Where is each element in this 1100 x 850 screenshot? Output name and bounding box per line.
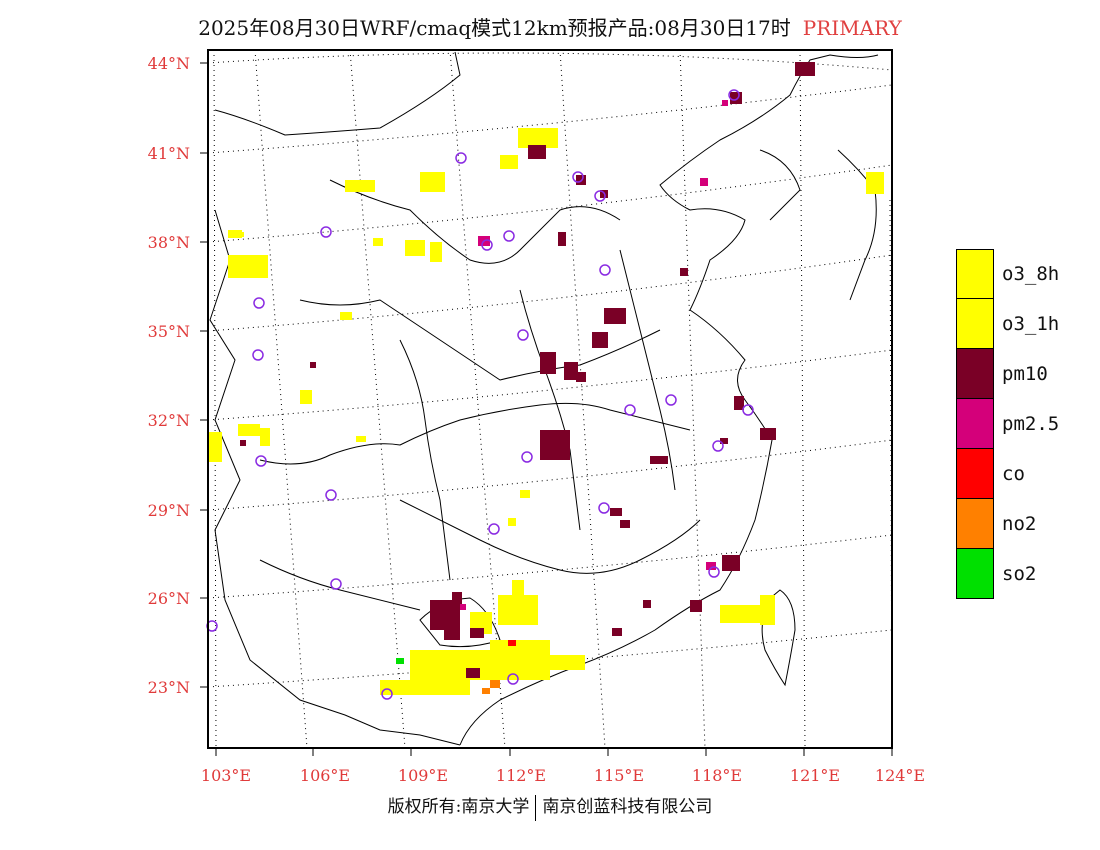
lon-label: 115°E — [594, 766, 644, 785]
footer-left: 版权所有:南京大学 — [387, 797, 530, 817]
lat-label: 32°N — [148, 411, 190, 430]
map-title: 2025年08月30日WRF/cmaq模式12km预报产品:08月30日17时 P… — [0, 12, 1100, 41]
legend-swatch — [956, 299, 994, 349]
co-cells — [508, 640, 516, 646]
legend-item: so2 — [956, 549, 1086, 599]
lat-label: 23°N — [148, 678, 190, 697]
legend-label: pm10 — [1002, 363, 1048, 385]
lon-label: 121°E — [790, 766, 840, 785]
tick-marks — [200, 62, 893, 756]
legend-item: pm2.5 — [956, 399, 1086, 449]
lat-label: 35°N — [148, 322, 190, 341]
latitude-labels: 44°N 41°N 38°N 35°N 32°N 29°N 26°N 23°N — [148, 54, 190, 697]
lon-label: 112°E — [496, 766, 546, 785]
legend-item: o3_1h — [956, 299, 1086, 349]
map-frame — [207, 49, 893, 749]
legend-item: no2 — [956, 499, 1086, 549]
legend-label: co — [1002, 463, 1025, 485]
o3-cells — [208, 128, 884, 695]
legend-swatch — [956, 449, 994, 499]
lon-label: 118°E — [692, 766, 742, 785]
legend-swatch — [956, 499, 994, 549]
station-markers — [206, 89, 754, 700]
pm25-cells — [460, 100, 728, 610]
legend-swatch — [956, 249, 994, 299]
legend-item: co — [956, 449, 1086, 499]
pm10-cells — [240, 62, 815, 678]
legend-swatch — [956, 549, 994, 599]
lon-label: 109°E — [398, 766, 448, 785]
footer-right: 南京创蓝科技有限公司 — [542, 797, 713, 817]
lat-label: 41°N — [148, 144, 190, 163]
longitude-labels: 103°E 106°E 109°E 112°E 115°E 118°E 121°… — [201, 766, 925, 785]
legend-swatch — [956, 399, 994, 449]
lat-label: 29°N — [148, 501, 190, 520]
lon-label: 103°E — [201, 766, 251, 785]
lon-label: 124°E — [875, 766, 925, 785]
lat-label: 38°N — [148, 233, 190, 252]
copyright-footer: 版权所有:南京大学 南京创蓝科技有限公司 — [0, 792, 1100, 821]
legend-label: pm2.5 — [1002, 413, 1060, 435]
legend-item: pm10 — [956, 349, 1086, 399]
title-text: 2025年08月30日WRF/cmaq模式12km预报产品:08月30日17时 — [198, 16, 791, 40]
legend-label: no2 — [1002, 513, 1037, 535]
no2-cells — [482, 680, 500, 694]
lat-label: 26°N — [148, 589, 190, 608]
pollutant-cells — [208, 62, 884, 695]
legend-label: so2 — [1002, 563, 1037, 585]
legend-item: o3_8h — [956, 249, 1086, 299]
pollutant-legend: o3_8h o3_1h pm10 pm2.5 co no2 so2 — [956, 249, 1086, 599]
legend-swatch — [956, 349, 994, 399]
footer-separator — [535, 794, 537, 821]
title-tag: PRIMARY — [802, 16, 902, 40]
legend-label: o3_8h — [1002, 263, 1060, 285]
so2-cells — [396, 658, 404, 664]
lat-label: 44°N — [148, 54, 190, 73]
lon-label: 106°E — [300, 766, 350, 785]
legend-label: o3_1h — [1002, 313, 1060, 335]
